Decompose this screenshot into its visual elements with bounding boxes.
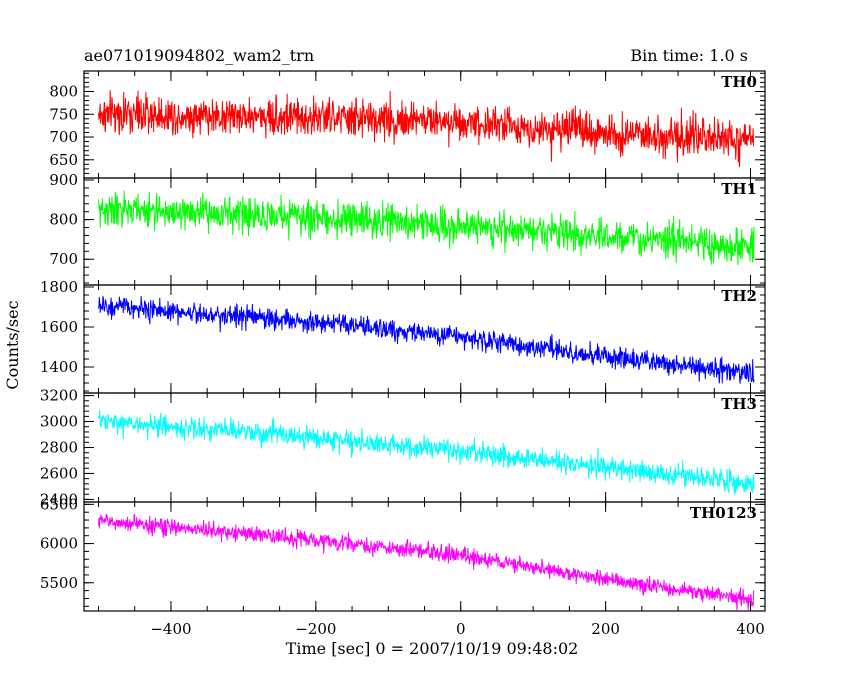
panel-label-th0: TH0 — [721, 73, 757, 91]
y-tick-label: 1600 — [40, 318, 78, 336]
y-tick-label: 650 — [49, 151, 78, 169]
panel-th0123: 6500 6000 5500 TH0123 — [40, 495, 766, 612]
bin-time-label: Bin time: 1.0 s — [630, 46, 748, 65]
x-tick-label: −200 — [295, 620, 336, 638]
y-tick-label: 3200 — [40, 387, 78, 405]
panel-label-th2: TH2 — [721, 287, 757, 305]
series-line-th3 — [97, 409, 755, 495]
series-line-th2 — [97, 296, 755, 384]
x-tick-label: −400 — [150, 620, 191, 638]
panel-frame — [83, 177, 766, 286]
y-tick-label: 700 — [49, 128, 78, 146]
y-tick-label: 1400 — [40, 358, 78, 376]
panel-label-th3: TH3 — [721, 395, 757, 413]
y-tick-label: 2400 — [40, 490, 78, 508]
x-tick-label: 400 — [736, 620, 765, 638]
panel-th1: 900 800 700 TH1 — [49, 171, 766, 286]
y-tick-label: 3000 — [40, 413, 78, 431]
x-tick-label: 0 — [456, 620, 466, 638]
panels-group: 800 750 700 650 TH0 900 800 700 TH1 1800 1600 1400 T… — [40, 70, 766, 638]
y-tick-label: 2800 — [40, 439, 78, 457]
panel-frame — [83, 501, 766, 612]
y-tick-label: 5500 — [40, 574, 78, 592]
y-tick-label: 6000 — [40, 535, 78, 553]
panel-label-th0123: TH0123 — [690, 504, 757, 522]
x-tick-label: 200 — [591, 620, 620, 638]
y-tick-label: 800 — [49, 82, 78, 100]
y-tick-label: 900 — [49, 171, 78, 189]
x-axis-label: Time [sec] 0 = 2007/10/19 09:48:02 — [286, 639, 579, 658]
y-tick-label: 700 — [49, 250, 78, 268]
panel-label-th1: TH1 — [721, 180, 757, 198]
y-axis-label: Counts/sec — [3, 300, 22, 389]
y-tick-label: 800 — [49, 211, 78, 229]
series-line-th0 — [97, 90, 755, 168]
panel-th0: 800 750 700 650 TH0 — [49, 70, 766, 179]
y-tick-label: 1800 — [40, 278, 78, 296]
series-line-th1 — [97, 190, 755, 265]
y-tick-label: 750 — [49, 105, 78, 123]
panel-th2: 1800 1600 1400 TH2 — [40, 278, 766, 394]
y-tick-label: 2600 — [40, 464, 78, 482]
chart-title: ae071019094802_wam2_trn — [84, 46, 314, 65]
panel-th3: 3200 3000 2800 2600 2400 TH3 — [40, 387, 766, 508]
series-line-th0123 — [97, 513, 755, 611]
y-tick-label: 6500 — [40, 495, 78, 513]
